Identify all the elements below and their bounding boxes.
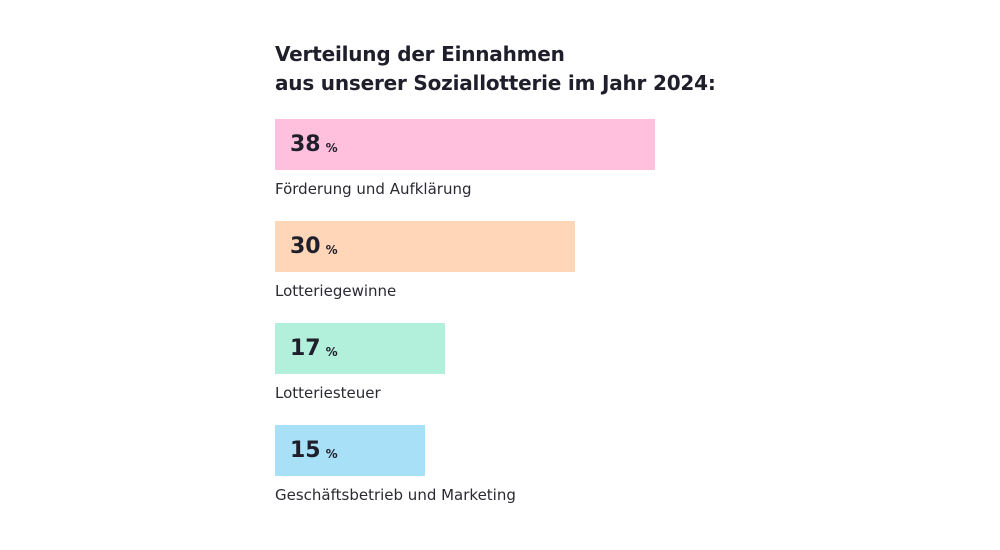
bar-value-label: 30 xyxy=(290,234,321,259)
bar: 38% xyxy=(275,119,655,170)
bar-unit-label: % xyxy=(325,242,338,257)
bar-value-label: 38 xyxy=(290,132,321,157)
category-label: Förderung und Aufklärung xyxy=(275,180,472,198)
chart-title-line-1: Verteilung der Einnahmen xyxy=(275,42,565,66)
bar-value-label: 15 xyxy=(290,438,321,463)
bar-unit-label: % xyxy=(325,140,338,155)
bar-unit-label: % xyxy=(325,344,338,359)
bar-row: 17% Lotteriesteuer xyxy=(275,323,775,425)
bar-row: 30% Lotteriegewinne xyxy=(275,221,775,323)
chart: Verteilung der Einnahmen aus unserer Soz… xyxy=(275,40,975,504)
bar: 17% xyxy=(275,323,445,374)
category-label: Lotteriegewinne xyxy=(275,282,397,300)
bar-unit-label: % xyxy=(325,446,338,461)
bar: 15% xyxy=(275,425,425,476)
bar-row: 38% Förderung und Aufklärung xyxy=(275,119,775,221)
bar: 30% xyxy=(275,221,575,272)
bar-value-label: 17 xyxy=(290,336,321,361)
chart-title-line-2: aus unserer Soziallotterie im Jahr 2024: xyxy=(275,71,716,95)
bar-row: 15% Geschäftsbetrieb und Marketing xyxy=(275,425,775,527)
category-label: Lotteriesteuer xyxy=(275,384,381,402)
category-label: Geschäftsbetrieb und Marketing xyxy=(275,486,516,504)
chart-title: Verteilung der Einnahmen aus unserer Soz… xyxy=(275,40,975,98)
